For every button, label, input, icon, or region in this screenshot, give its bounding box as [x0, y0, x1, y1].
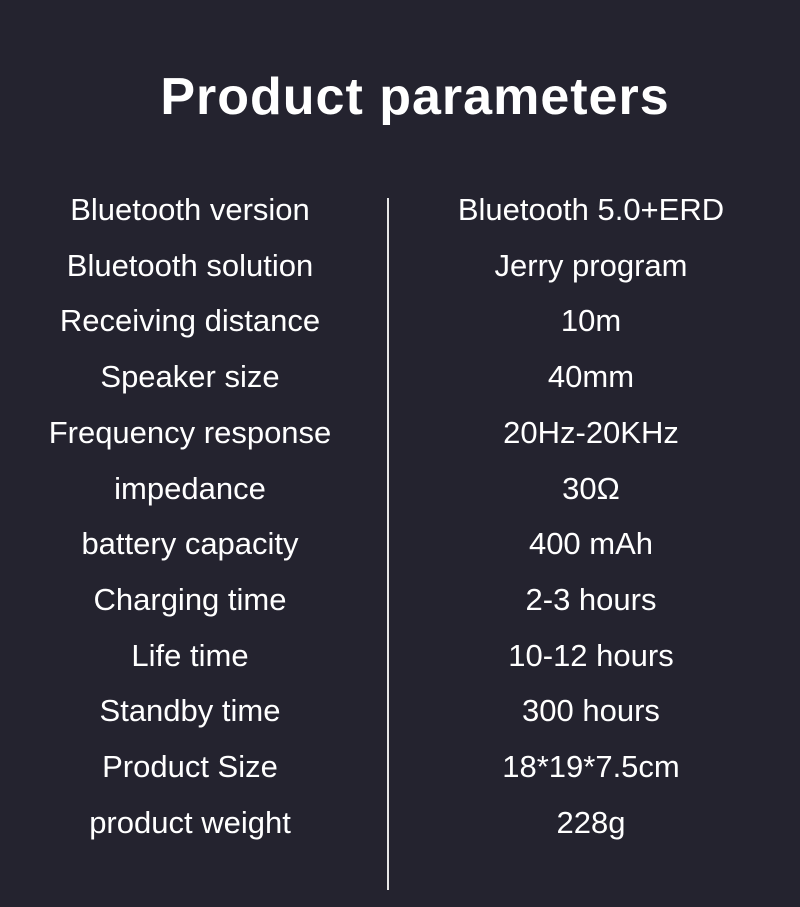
parameter-value: Bluetooth 5.0+ERD	[457, 192, 725, 227]
parameter-label: Life time	[131, 637, 249, 673]
parameter-value: 30Ω	[562, 470, 620, 506]
parameter-label: Product Size	[102, 749, 278, 784]
table-row: Product Size 18*19*7.5cm	[0, 739, 800, 795]
parameter-value: 10m	[560, 303, 622, 339]
parameter-value: 40mm	[547, 359, 635, 395]
parameter-value: 20Hz-20KHz	[503, 414, 679, 450]
parameter-label: impedance	[114, 470, 266, 506]
parameter-label: Standby time	[99, 693, 281, 729]
parameter-value: 2-3 hours	[525, 581, 657, 617]
parameter-label: Charging time	[93, 581, 287, 617]
table-row: Bluetooth solution Jerry program	[0, 238, 800, 294]
page-title: Product parameters	[160, 68, 670, 126]
table-row: impedance 30Ω	[0, 461, 800, 517]
column-divider	[387, 198, 389, 890]
parameter-label: Frequency response	[48, 414, 332, 450]
parameter-value: 10-12 hours	[508, 637, 674, 673]
parameter-label: battery capacity	[81, 526, 299, 562]
table-row: Receiving distance 10m	[0, 293, 800, 349]
parameter-label: Speaker size	[100, 359, 280, 395]
parameter-label: Bluetooth version	[70, 192, 310, 227]
table-row: Charging time 2-3 hours	[0, 572, 800, 628]
parameter-label: Bluetooth solution	[66, 247, 314, 283]
parameter-value: Jerry program	[494, 247, 688, 283]
table-row: Bluetooth version Bluetooth 5.0+ERD	[0, 182, 800, 238]
parameter-value: 400 mAh	[528, 526, 654, 562]
parameter-label: Receiving distance	[59, 303, 321, 339]
table-row: Speaker size 40mm	[0, 349, 800, 405]
parameter-value: 300 hours	[522, 693, 660, 729]
table-row: battery capacity 400 mAh	[0, 516, 800, 572]
table-row: Standby time 300 hours	[0, 683, 800, 739]
table-row: Life time 10-12 hours	[0, 628, 800, 684]
parameter-label: product weight	[89, 804, 291, 840]
parameter-value: 228g	[556, 804, 626, 840]
table-row: Frequency response 20Hz-20KHz	[0, 405, 800, 461]
table-row: product weight 228g	[0, 795, 800, 851]
parameter-value: 18*19*7.5cm	[502, 749, 680, 784]
